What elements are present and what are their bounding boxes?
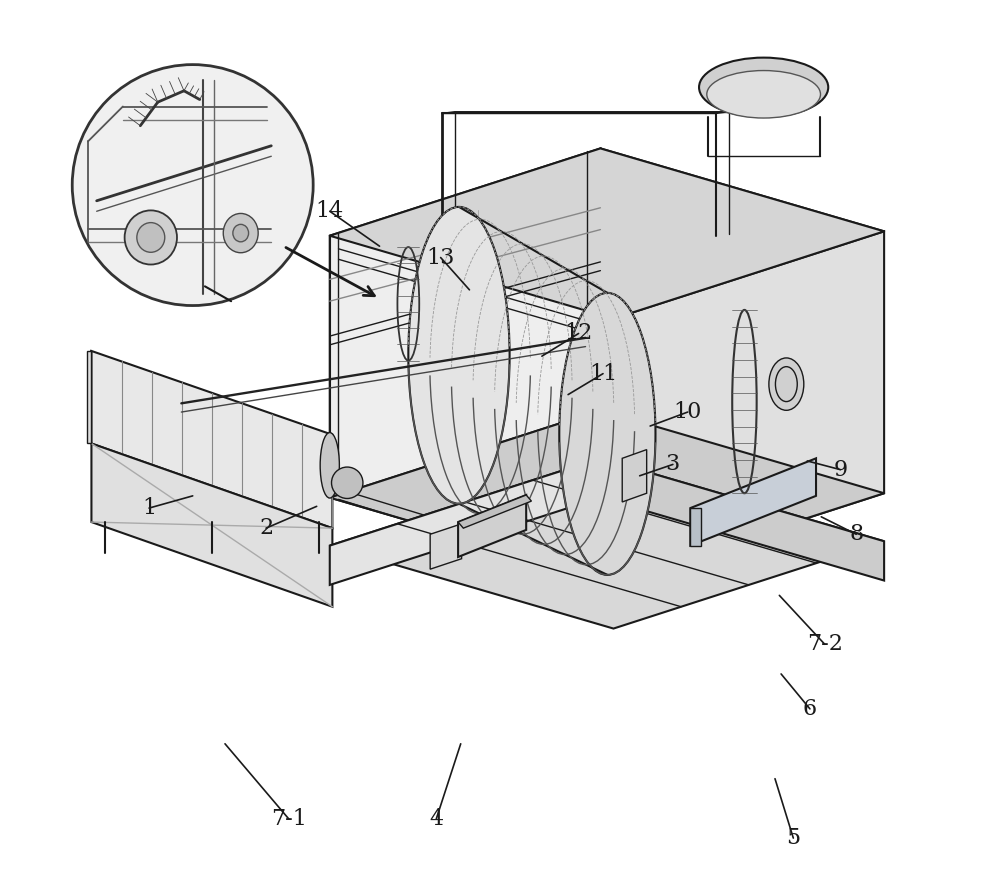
Ellipse shape (559, 292, 655, 574)
Polygon shape (600, 458, 884, 581)
Polygon shape (430, 524, 462, 569)
Polygon shape (690, 508, 701, 546)
Polygon shape (91, 351, 332, 528)
Ellipse shape (699, 58, 828, 117)
Circle shape (332, 467, 363, 498)
Polygon shape (330, 410, 884, 581)
Text: 4: 4 (429, 808, 443, 830)
Polygon shape (458, 495, 531, 528)
Text: 6: 6 (803, 698, 817, 720)
Text: 12: 12 (564, 322, 593, 345)
Polygon shape (330, 458, 600, 585)
Text: 11: 11 (589, 362, 617, 385)
Ellipse shape (233, 224, 249, 242)
Text: 10: 10 (674, 401, 702, 423)
Ellipse shape (223, 213, 258, 253)
Ellipse shape (408, 207, 510, 504)
Text: 9: 9 (833, 458, 848, 481)
Polygon shape (690, 458, 816, 546)
Text: 13: 13 (426, 246, 455, 269)
Polygon shape (330, 148, 884, 319)
Polygon shape (622, 450, 647, 502)
Text: 7-2: 7-2 (807, 633, 843, 656)
Text: 5: 5 (786, 827, 800, 849)
Ellipse shape (707, 71, 820, 118)
Ellipse shape (137, 223, 165, 252)
Polygon shape (330, 148, 600, 498)
Text: 7-1: 7-1 (271, 808, 307, 830)
Ellipse shape (125, 210, 177, 265)
Circle shape (72, 65, 313, 306)
Polygon shape (613, 231, 884, 581)
Polygon shape (87, 351, 91, 443)
Text: 14: 14 (316, 200, 344, 223)
Text: 2: 2 (259, 517, 273, 540)
Text: 1: 1 (142, 497, 156, 519)
Polygon shape (442, 112, 729, 113)
Ellipse shape (320, 432, 339, 498)
Text: 8: 8 (849, 523, 863, 546)
Text: 3: 3 (666, 453, 680, 476)
Polygon shape (458, 495, 526, 557)
Ellipse shape (769, 358, 804, 410)
Polygon shape (91, 443, 332, 607)
Polygon shape (330, 458, 884, 629)
